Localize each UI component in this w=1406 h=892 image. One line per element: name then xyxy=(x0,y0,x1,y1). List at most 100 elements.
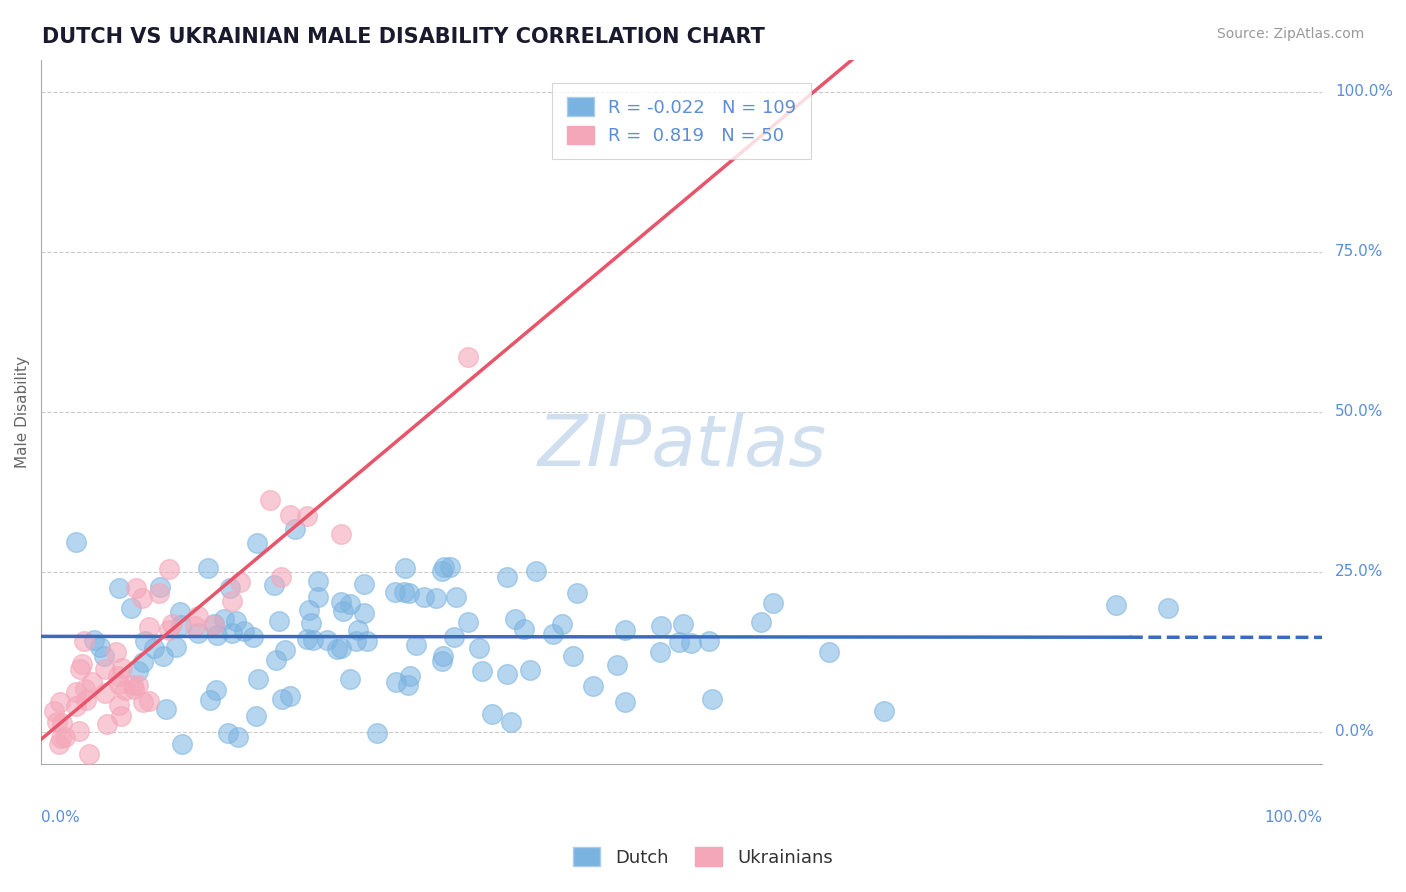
Point xyxy=(108,581,131,595)
Point xyxy=(259,492,281,507)
Point xyxy=(127,664,149,678)
Point xyxy=(152,648,174,663)
Point xyxy=(613,623,636,637)
Point xyxy=(122,681,145,696)
Point xyxy=(264,652,287,666)
Point xyxy=(524,564,547,578)
Point xyxy=(221,594,243,608)
Point xyxy=(307,574,329,589)
Point xyxy=(270,570,292,584)
Point xyxy=(67,724,90,739)
Point xyxy=(142,641,165,656)
Point xyxy=(170,618,193,632)
Point xyxy=(339,672,361,686)
Point xyxy=(228,730,250,744)
Point xyxy=(353,577,375,591)
Point xyxy=(69,662,91,676)
Point xyxy=(650,619,672,633)
Point xyxy=(271,692,294,706)
Point xyxy=(70,657,93,672)
Point xyxy=(302,632,325,647)
Point xyxy=(202,618,225,632)
Legend: R = -0.022   N = 109, R =  0.819   N = 50: R = -0.022 N = 109, R = 0.819 N = 50 xyxy=(553,83,811,160)
Y-axis label: Male Disability: Male Disability xyxy=(15,356,30,467)
Point xyxy=(219,582,242,596)
Point xyxy=(672,616,695,631)
Point xyxy=(65,534,87,549)
Point xyxy=(120,601,142,615)
Point xyxy=(138,694,160,708)
Point xyxy=(399,669,422,683)
Point xyxy=(329,595,352,609)
Point xyxy=(65,685,87,699)
Point xyxy=(131,655,153,669)
Point xyxy=(96,717,118,731)
Point xyxy=(122,678,145,692)
Text: DUTCH VS UKRAINIAN MALE DISABILITY CORRELATION CHART: DUTCH VS UKRAINIAN MALE DISABILITY CORRE… xyxy=(42,27,765,46)
Point xyxy=(347,624,370,638)
Point xyxy=(439,559,461,574)
Text: 100.0%: 100.0% xyxy=(1264,810,1322,824)
Text: 0.0%: 0.0% xyxy=(41,810,80,824)
Point xyxy=(332,605,354,619)
Point xyxy=(49,731,72,745)
Point xyxy=(169,606,191,620)
Point xyxy=(65,698,87,713)
Point xyxy=(284,522,307,536)
Point xyxy=(606,658,628,673)
Point xyxy=(82,674,104,689)
Point xyxy=(187,608,209,623)
Point xyxy=(104,644,127,658)
Point xyxy=(519,663,541,677)
Point xyxy=(457,615,479,629)
Point xyxy=(582,679,605,693)
Point xyxy=(307,590,329,604)
Point xyxy=(499,715,522,730)
Point xyxy=(49,695,72,709)
Point xyxy=(356,634,378,648)
Point xyxy=(202,616,225,631)
Point xyxy=(1105,598,1128,612)
Point xyxy=(668,634,690,648)
Point xyxy=(405,638,427,652)
Point xyxy=(108,698,131,712)
Point xyxy=(344,634,367,648)
Point xyxy=(274,643,297,657)
Point xyxy=(247,672,270,686)
Point xyxy=(184,619,207,633)
Point xyxy=(394,561,416,575)
Point xyxy=(565,586,588,600)
Point xyxy=(762,596,785,610)
Point xyxy=(697,634,720,648)
Point xyxy=(496,570,519,584)
Point xyxy=(330,641,353,656)
Point xyxy=(278,508,301,523)
Point xyxy=(212,612,235,626)
Point xyxy=(46,715,69,730)
Text: 25.0%: 25.0% xyxy=(1334,565,1384,579)
Point xyxy=(295,509,318,524)
Point xyxy=(138,620,160,634)
Point xyxy=(77,747,100,761)
Point xyxy=(162,616,184,631)
Point xyxy=(148,586,170,600)
Point xyxy=(159,562,181,576)
Point xyxy=(749,615,772,629)
Point xyxy=(298,602,321,616)
Point xyxy=(269,615,291,629)
Point xyxy=(443,630,465,644)
Point xyxy=(205,682,228,697)
Point xyxy=(295,632,318,646)
Point xyxy=(614,695,637,709)
Point xyxy=(170,737,193,751)
Point xyxy=(326,642,349,657)
Point xyxy=(127,677,149,691)
Point xyxy=(561,649,583,664)
Point xyxy=(384,584,406,599)
Point xyxy=(263,577,285,591)
Point xyxy=(225,615,247,629)
Point xyxy=(700,691,723,706)
Point xyxy=(432,649,454,664)
Point xyxy=(229,574,252,589)
Point xyxy=(93,648,115,663)
